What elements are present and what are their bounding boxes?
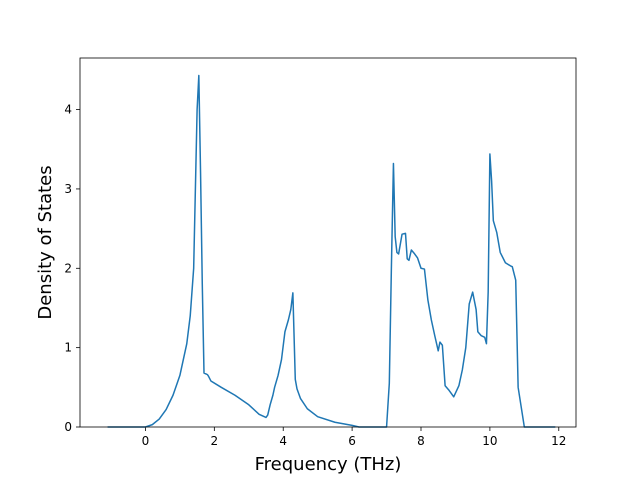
y-axis-label: Density of States — [35, 165, 56, 319]
y-tick-label: 0 — [64, 420, 72, 434]
y-axis-ticks: 0 1 2 3 4 — [64, 103, 80, 434]
x-tick-label: 8 — [417, 434, 425, 448]
x-tick-label: 2 — [211, 434, 219, 448]
x-tick-label: 10 — [482, 434, 497, 448]
y-tick-label: 2 — [64, 261, 72, 275]
x-tick-label: 4 — [279, 434, 287, 448]
x-tick-label: 0 — [142, 434, 150, 448]
y-tick-label: 4 — [64, 103, 72, 117]
x-axis-ticks: 0 2 4 6 8 10 12 — [142, 427, 566, 448]
y-tick-label: 3 — [64, 182, 72, 196]
y-tick-label: 1 — [64, 341, 72, 355]
plot-frame — [79, 57, 577, 428]
x-axis-label: Frequency (THz) — [255, 454, 402, 475]
x-tick-label: 6 — [348, 434, 356, 448]
dos-series-line — [107, 74, 556, 428]
x-tick-label: 12 — [551, 434, 566, 448]
